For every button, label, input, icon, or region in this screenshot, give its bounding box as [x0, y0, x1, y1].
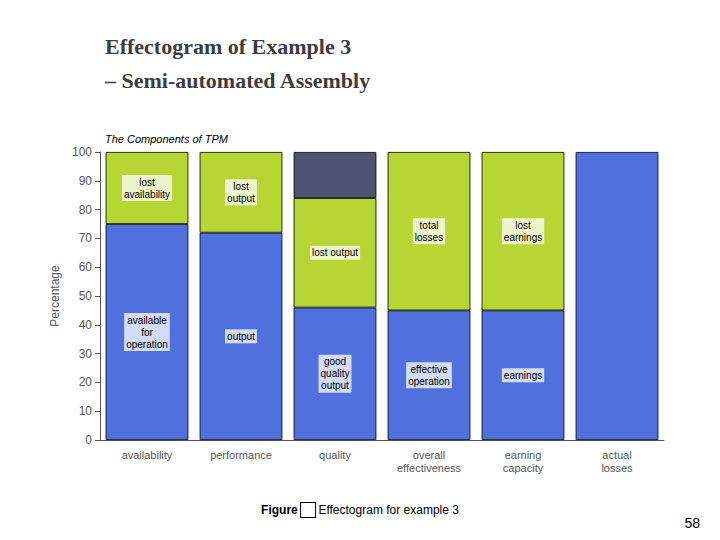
svg-text:Effectogram of Example 3: Effectogram of Example 3 — [105, 34, 351, 59]
svg-text:quality: quality — [321, 368, 350, 379]
svg-text:availability: availability — [122, 449, 173, 461]
svg-text:40: 40 — [79, 318, 93, 332]
svg-text:operation: operation — [408, 376, 450, 387]
svg-text:output: output — [227, 331, 255, 342]
svg-text:10: 10 — [79, 404, 93, 418]
svg-text:available: available — [127, 315, 167, 326]
svg-text:output: output — [321, 380, 349, 391]
svg-text:Effectogram for example 3: Effectogram for example 3 — [318, 503, 459, 517]
svg-text:actual: actual — [602, 449, 631, 461]
svg-text:good: good — [324, 356, 346, 367]
svg-text:80: 80 — [79, 203, 93, 217]
svg-text:effectiveness: effectiveness — [397, 462, 462, 474]
svg-text:58: 58 — [684, 515, 700, 531]
svg-text:– Semi-automated Assembly: – Semi-automated Assembly — [104, 68, 370, 93]
svg-text:quality: quality — [319, 449, 351, 461]
svg-text:70: 70 — [79, 231, 93, 245]
svg-text:Percentage: Percentage — [48, 265, 62, 327]
svg-text:earning: earning — [505, 449, 542, 461]
svg-text:lost: lost — [233, 181, 249, 192]
svg-text:capacity: capacity — [503, 462, 544, 474]
svg-text:The Components of TPM: The Components of TPM — [105, 133, 229, 145]
svg-text:for: for — [141, 327, 153, 338]
svg-text:50: 50 — [79, 289, 93, 303]
svg-text:operation: operation — [126, 339, 168, 350]
svg-text:100: 100 — [72, 145, 92, 159]
svg-text:90: 90 — [79, 174, 93, 188]
svg-text:Figure: Figure — [261, 503, 298, 517]
svg-text:20: 20 — [79, 375, 93, 389]
svg-text:losses: losses — [415, 232, 443, 243]
svg-text:losses: losses — [601, 462, 633, 474]
svg-text:performance: performance — [210, 449, 272, 461]
svg-text:overall: overall — [413, 449, 445, 461]
svg-text:60: 60 — [79, 260, 93, 274]
svg-text:30: 30 — [79, 347, 93, 361]
svg-text:0: 0 — [85, 433, 92, 447]
svg-text:earnings: earnings — [504, 370, 542, 381]
svg-text:effective: effective — [410, 364, 447, 375]
svg-text:availability: availability — [124, 189, 170, 200]
svg-text:output: output — [227, 193, 255, 204]
svg-text:earnings: earnings — [504, 232, 542, 243]
svg-text:total: total — [420, 220, 439, 231]
svg-text:lost: lost — [139, 177, 155, 188]
svg-text:lost output: lost output — [312, 247, 358, 258]
svg-text:lost: lost — [515, 220, 531, 231]
